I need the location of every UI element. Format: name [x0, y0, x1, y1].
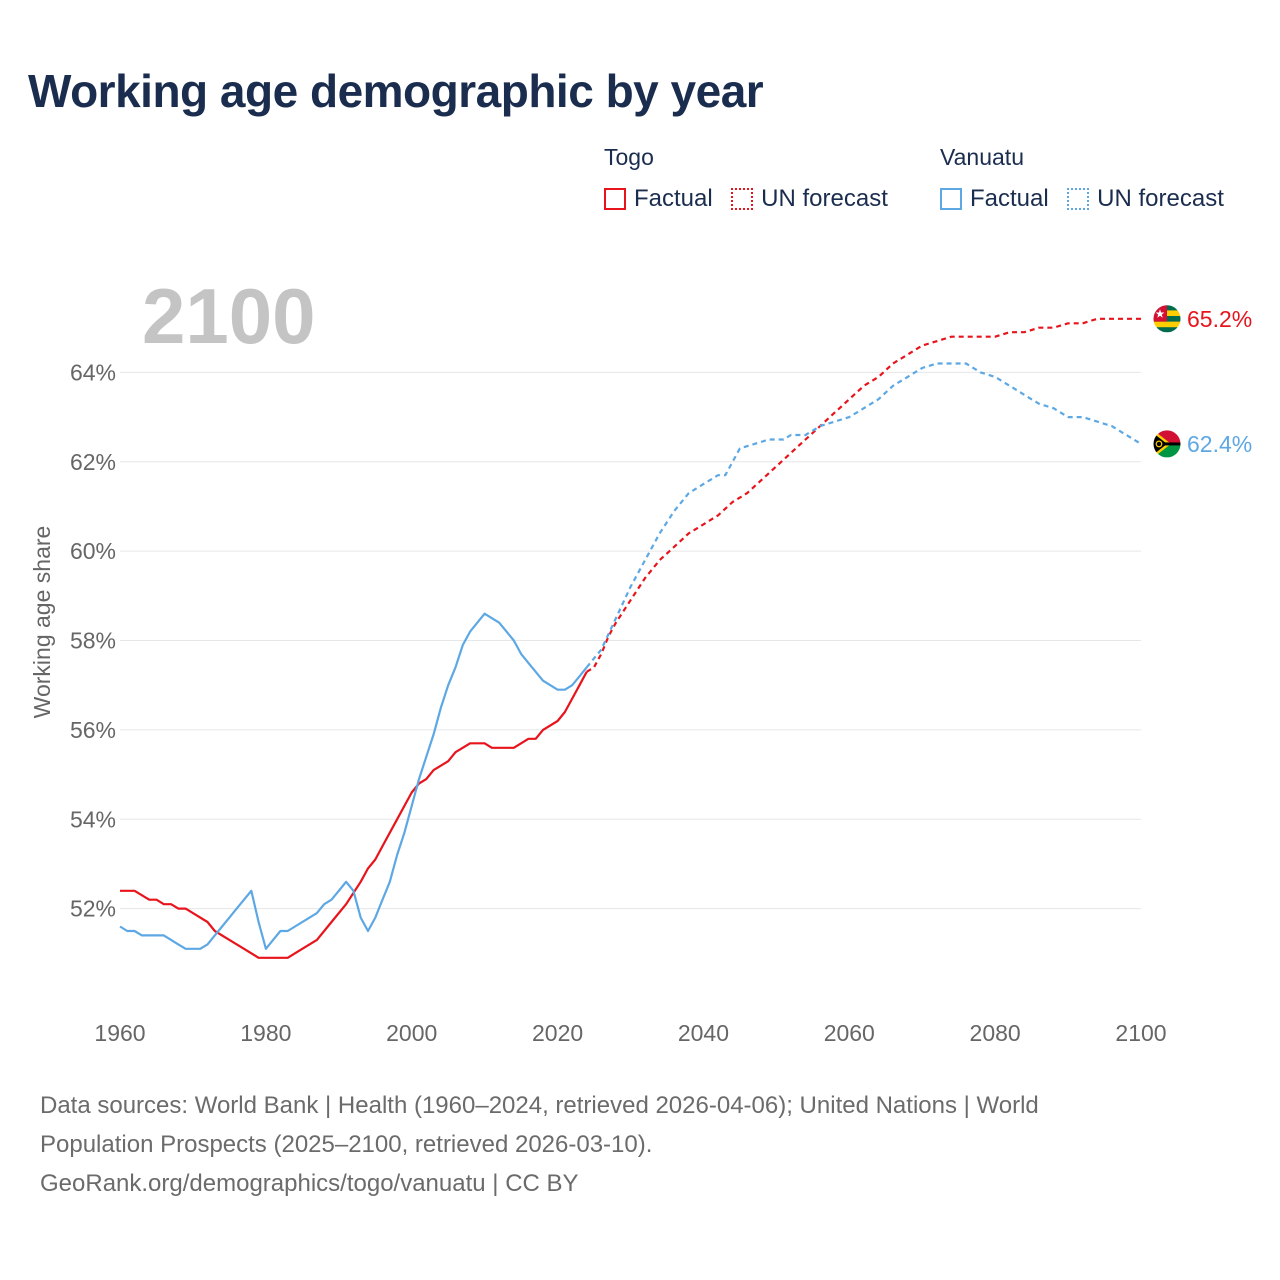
y-tick-label: 60%: [70, 538, 116, 564]
y-tick-label: 58%: [70, 628, 116, 654]
x-tick-label: 1980: [240, 1020, 291, 1046]
legend-togo-factual[interactable]: Factual: [604, 185, 713, 213]
y-tick-label: 56%: [70, 717, 116, 743]
x-tick-label: 1960: [94, 1020, 145, 1046]
legend-togo-forecast-label: UN forecast: [761, 185, 888, 212]
togo-forecast-line[interactable]: [586, 317, 1141, 673]
y-tick-label: 62%: [70, 449, 116, 475]
footer-line-2: Population Prospects (2025–2100, retriev…: [40, 1131, 653, 1158]
x-tick-label: 2040: [678, 1020, 729, 1046]
legend-vanuatu-name: Vanuatu: [940, 144, 1024, 170]
vanuatu-factual-swatch-icon: [940, 188, 962, 210]
x-tick-label: 2100: [1115, 1020, 1166, 1046]
legend-vanuatu-forecast[interactable]: UN forecast: [1067, 185, 1224, 213]
legend-vanuatu-factual[interactable]: Factual: [940, 185, 1049, 213]
y-tick-label: 52%: [70, 896, 116, 922]
legend-togo-forecast[interactable]: UN forecast: [731, 185, 888, 213]
series-lines: [119, 317, 1142, 959]
footer-source-link[interactable]: GeoRank.org/demographics/togo/vanuatu | …: [40, 1170, 579, 1197]
y-tick-label: 54%: [70, 806, 116, 832]
legend-vanuatu-factual-label: Factual: [970, 185, 1049, 212]
legend-togo-factual-label: Factual: [634, 185, 713, 212]
x-tick-label: 2000: [386, 1020, 437, 1046]
vanuatu-factual-line[interactable]: [119, 612, 588, 950]
togo-factual-line[interactable]: [120, 671, 588, 959]
legend-togo-name: Togo: [604, 144, 654, 170]
footer-line-1: Data sources: World Bank | Health (1960–…: [40, 1092, 1039, 1119]
line-chart: 2100 52% 54% 56% 58% 60% 62% 64% 1960 1980 2000 2…: [29, 272, 1252, 1046]
vanuatu-end-label: 62.4%: [1187, 431, 1252, 457]
x-tick-label: 2020: [532, 1020, 583, 1046]
chart-title: Working age demographic by year: [28, 65, 764, 117]
togo-factual-swatch-icon: [604, 188, 626, 210]
y-axis-label: Working age share: [29, 526, 55, 719]
y-tick-label: 64%: [70, 359, 116, 385]
vanuatu-forecast-swatch-icon: [1067, 188, 1090, 210]
togo-flag-icon: [1152, 304, 1182, 334]
vanuatu-forecast-line[interactable]: [585, 362, 1142, 668]
footer-sources: Data sources: World Bank | Health (1960–…: [40, 1086, 1240, 1203]
togo-forecast-swatch-icon: [731, 188, 754, 210]
x-tick-label: 2060: [824, 1020, 875, 1046]
togo-end-label: 65.2%: [1187, 306, 1252, 332]
legend-vanuatu-forecast-label: UN forecast: [1097, 185, 1224, 212]
y-axis-ticks: 52% 54% 56% 58% 60% 62% 64%: [70, 359, 116, 921]
vanuatu-flag-icon: [1152, 429, 1182, 459]
legend-togo: Togo Factual UN forecast: [604, 144, 902, 215]
x-tick-label: 2080: [970, 1020, 1021, 1046]
year-watermark: 2100: [142, 272, 316, 360]
x-axis-ticks: 1960 1980 2000 2020 2040 2060 2080 2100: [94, 1020, 1166, 1046]
gridlines: [120, 371, 1141, 910]
legend-vanuatu: Vanuatu Factual UN forecast: [940, 144, 1238, 215]
